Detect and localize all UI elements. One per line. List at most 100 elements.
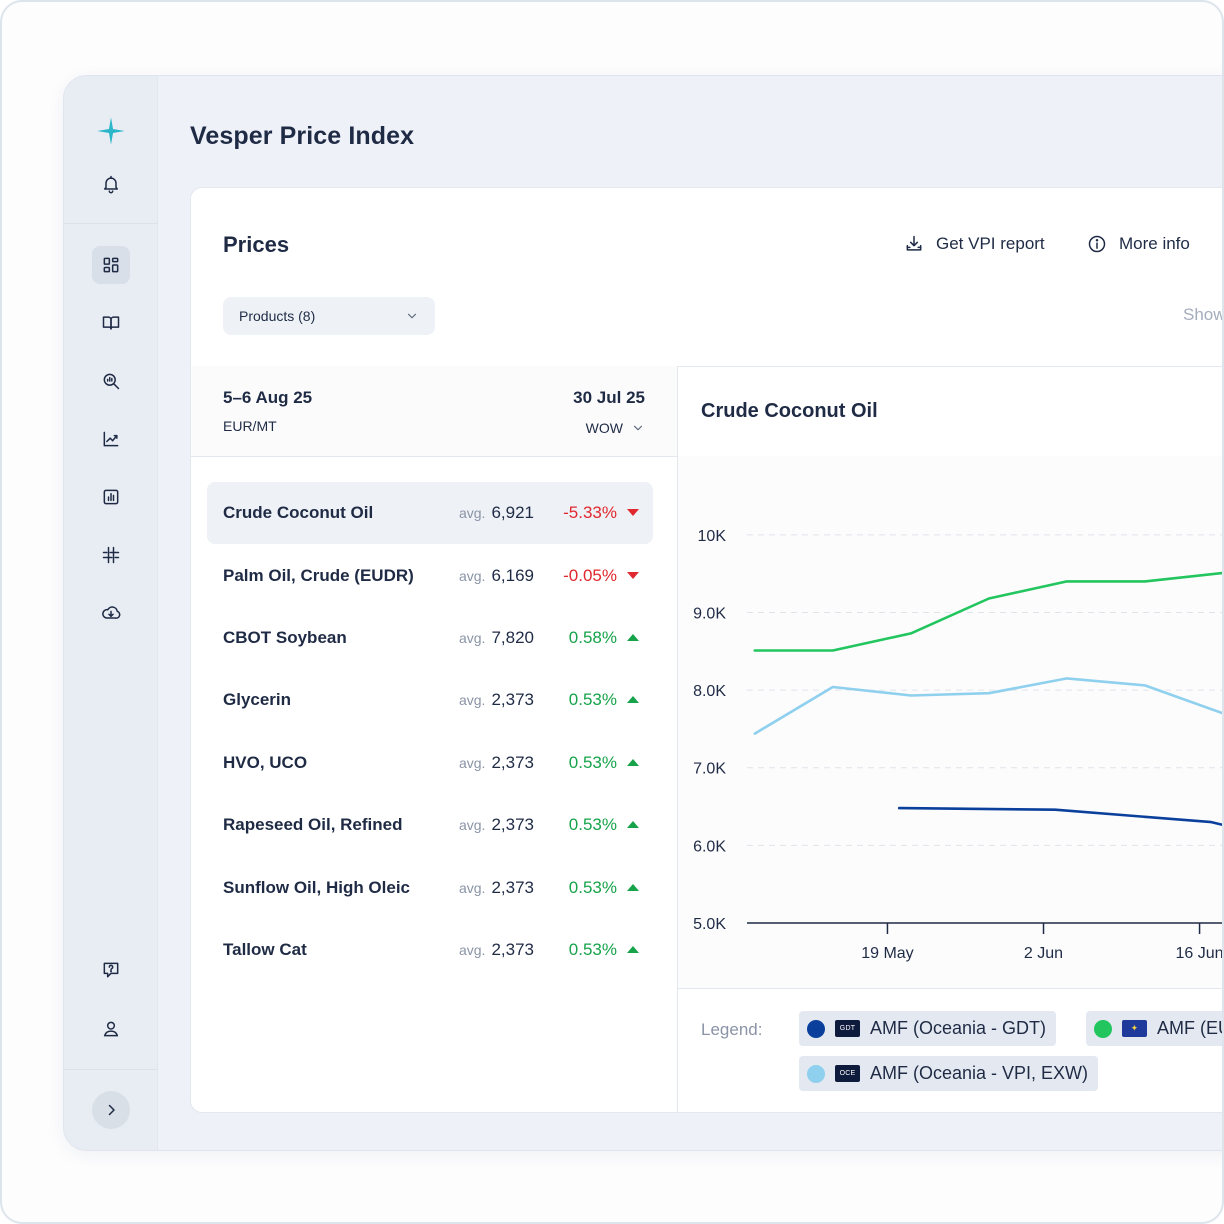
product-row[interactable]: Rapeseed Oil, Refined avg. 2,373 0.53% (207, 794, 653, 856)
legend-item-vpi[interactable]: OCE AMF (Oceania - VPI, EXW) (799, 1056, 1099, 1091)
sidebar-divider (64, 223, 158, 224)
bar-report-icon[interactable] (92, 478, 130, 516)
y-tick-label: 10K (698, 528, 727, 545)
product-change: 0.58% (568, 627, 617, 647)
more-info-button[interactable]: More info (1087, 234, 1190, 254)
divider (677, 366, 678, 1112)
series-line (897, 806, 1222, 827)
download-icon (906, 235, 922, 251)
product-row[interactable]: Glycerin avg. 2,373 0.53% (207, 669, 653, 731)
get-report-label: Get VPI report (936, 234, 1045, 253)
bell-icon[interactable] (92, 165, 130, 203)
caret-down-icon (627, 571, 639, 579)
avg-value: 2,373 (491, 939, 534, 959)
product-row[interactable]: Crude Coconut Oil avg. 6,921 -5.33% (207, 482, 653, 545)
divider (191, 456, 678, 457)
unit-label: EUR/MT (223, 418, 277, 434)
book-icon[interactable] (92, 304, 130, 342)
y-tick-label: 7.0K (693, 761, 726, 778)
divider (678, 988, 1222, 989)
caret-down-icon (627, 509, 639, 517)
chart-title: Crude Coconut Oil (701, 400, 878, 422)
gdt-flag-icon: GDT (835, 1020, 860, 1037)
caret-up-icon (627, 821, 639, 829)
get-report-button[interactable]: Get VPI report (904, 234, 1045, 254)
product-name: CBOT Soybean (223, 627, 347, 647)
list-header: 5–6 Aug 25 EUR/MT 30 Jul 25 WOW (191, 366, 677, 457)
legend-item-label: AMF (Oceania - GDT) (870, 1018, 1047, 1038)
y-tick-label: 6.0K (693, 838, 726, 855)
x-tick-label: 16 Jun (1176, 945, 1224, 962)
expand-sidebar-button[interactable] (92, 1091, 130, 1129)
avg-label: avg. (458, 754, 486, 771)
avg-label: avg. (458, 879, 486, 896)
avg-label: avg. (458, 629, 486, 646)
product-average: avg. 2,373 (459, 940, 534, 960)
period-selector[interactable]: WOW (586, 420, 645, 436)
compare-date: 30 Jul 25 (573, 388, 645, 407)
caret-up-icon (627, 633, 639, 641)
caret-up-icon (627, 696, 639, 704)
filter-grid-icon[interactable] (92, 536, 130, 574)
main-content: Vesper Price Index Prices Get VPI report… (158, 76, 1224, 1150)
product-change: 0.53% (568, 690, 617, 710)
user-profile-icon[interactable] (92, 1010, 130, 1048)
chevron-down-icon (407, 313, 417, 319)
product-change: 0.53% (568, 939, 617, 959)
avg-value: 2,373 (491, 877, 534, 897)
product-row[interactable]: Sunflow Oil, High Oleic avg. 2,373 0.53% (207, 856, 653, 918)
avg-value: 6,169 (491, 565, 534, 585)
help-chat-icon[interactable] (92, 951, 130, 989)
avg-label: avg. (458, 941, 486, 958)
search-analytics-icon[interactable] (92, 362, 130, 400)
avg-label: avg. (458, 505, 486, 522)
x-tick-label: 2 Jun (1024, 945, 1063, 962)
caret-up-icon (627, 945, 639, 953)
avg-value: 2,373 (491, 815, 534, 835)
product-row[interactable]: Palm Oil, Crude (EUDR) avg. 6,169 -0.05% (207, 544, 653, 606)
chevron-down-icon (633, 425, 643, 431)
divider (191, 366, 1222, 367)
dashboard-icon[interactable] (92, 246, 130, 284)
avg-label: avg. (458, 692, 486, 709)
avg-value: 2,373 (491, 752, 534, 772)
product-change: -5.33% (563, 503, 617, 523)
product-change: 0.53% (568, 877, 617, 897)
legend-item-gdt[interactable]: GDT AMF (Oceania - GDT) (799, 1011, 1057, 1046)
product-name: Tallow Cat (223, 939, 307, 959)
product-average: avg. 2,373 (459, 878, 534, 898)
caret-up-icon (627, 883, 639, 891)
product-row[interactable]: Tallow Cat avg. 2,373 0.53% (207, 919, 653, 981)
legend-item-eu[interactable]: ✦ AMF (EU (1086, 1011, 1224, 1046)
legend-dot (807, 1019, 825, 1038)
trend-chart-icon[interactable] (92, 420, 130, 458)
legend-dot (1094, 1019, 1112, 1038)
product-average: avg. 2,373 (459, 690, 534, 710)
x-tick-label: 19 May (861, 945, 913, 962)
app-window: Vesper Price Index Prices Get VPI report… (63, 75, 1224, 1151)
cloud-download-icon[interactable] (92, 594, 130, 632)
product-average: avg. 2,373 (459, 815, 534, 835)
product-row[interactable]: CBOT Soybean avg. 7,820 0.58% (207, 607, 653, 669)
product-row[interactable]: HVO, UCO avg. 2,373 0.53% (207, 732, 653, 794)
legend-item-label: AMF (EU (1157, 1018, 1224, 1038)
info-icon (1088, 235, 1106, 253)
chart-area: 5.0K 6.0K 7.0K 8.0K 9.0K 10K 19 May 2 Jun 16 Jun (678, 456, 1224, 988)
avg-value: 7,820 (491, 627, 534, 647)
caret-up-icon (627, 758, 639, 766)
sidebar-divider (64, 1069, 158, 1070)
series-line (753, 571, 1222, 652)
period-label: WOW (585, 420, 623, 436)
product-name: Crude Coconut Oil (223, 503, 374, 523)
prices-card: Prices Get VPI report More info Products… (190, 187, 1224, 1113)
y-tick-label: 9.0K (693, 605, 726, 622)
product-average: avg. 2,373 (459, 753, 534, 773)
sparkle-logo-icon[interactable] (92, 112, 130, 150)
show-option[interactable]: Show (1183, 305, 1224, 324)
product-name: Palm Oil, Crude (EUDR) (223, 565, 414, 585)
products-dropdown[interactable]: Products (8) (223, 297, 435, 335)
sidebar (64, 76, 158, 1150)
product-list: Crude Coconut Oil avg. 6,921 -5.33% Palm Oil… (207, 482, 653, 981)
more-info-label: More info (1119, 234, 1190, 253)
